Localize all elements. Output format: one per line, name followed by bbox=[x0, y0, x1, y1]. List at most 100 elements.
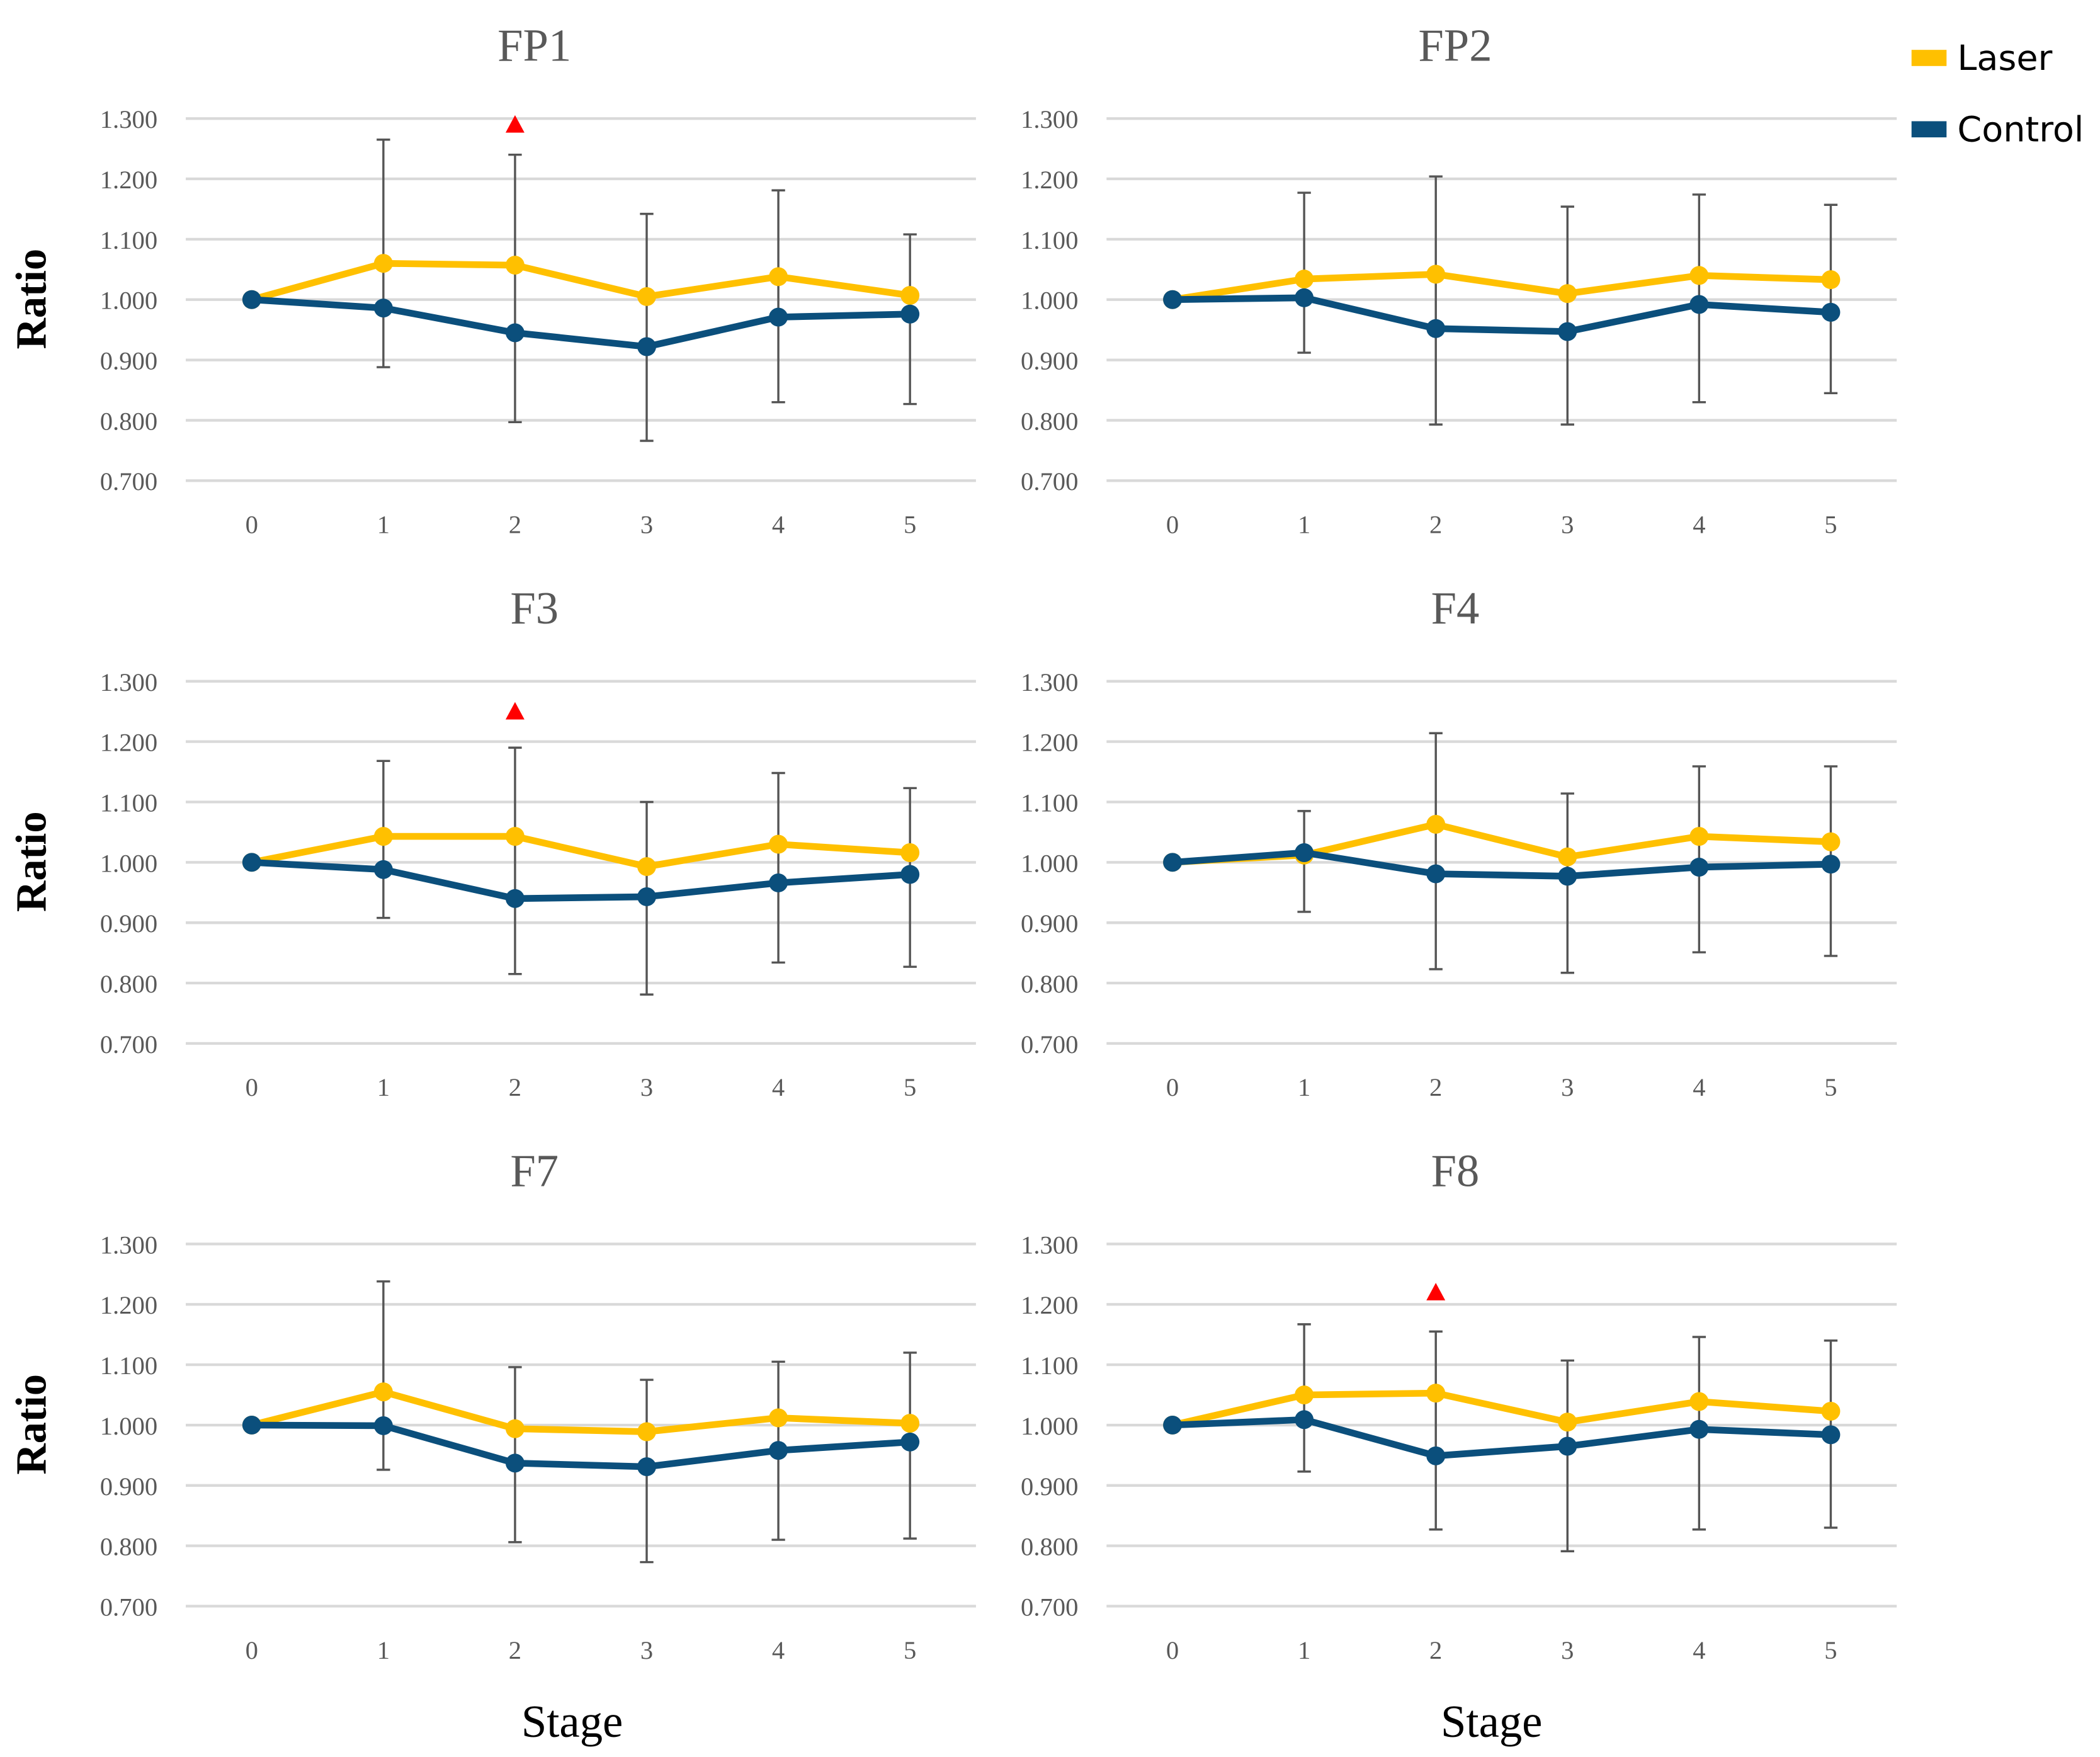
data-point-laser bbox=[373, 254, 393, 273]
x-tick-label: 3 bbox=[640, 1636, 653, 1664]
x-tick-label: 1 bbox=[1298, 511, 1310, 539]
data-point-control bbox=[1295, 843, 1314, 862]
x-tick-label: 3 bbox=[640, 1073, 653, 1101]
y-tick-label: 0.700 bbox=[1021, 1030, 1078, 1059]
data-point-laser bbox=[505, 827, 525, 846]
panel-f8: F8 0.700 0.800 0.900 1.000 1.100 1.200 1.300 0 1 2… bbox=[1021, 1145, 1897, 1664]
x-tick-label: 4 bbox=[1693, 511, 1705, 539]
legend: Laser Control bbox=[1911, 38, 2084, 151]
x-tick-label: 4 bbox=[1693, 1073, 1705, 1101]
x-tick-label: 5 bbox=[904, 1636, 916, 1664]
panel-fp1: FP1 Ratio 0.700 0.800 0.900 1.000 1.100 1.200 1.… bbox=[8, 20, 976, 539]
y-tick-label: 0.800 bbox=[100, 1533, 157, 1561]
data-point-control bbox=[1426, 319, 1446, 338]
y-axis-label: Ratio bbox=[8, 1374, 55, 1475]
data-point-laser bbox=[900, 1414, 920, 1433]
x-tick-label: 4 bbox=[1693, 1636, 1705, 1664]
panel-title: F8 bbox=[1431, 1145, 1480, 1196]
y-tick-label: 0.800 bbox=[1021, 1533, 1078, 1561]
y-tick-label: 1.100 bbox=[1021, 226, 1078, 254]
significance-triangle-icon bbox=[1426, 1283, 1446, 1300]
data-point-control bbox=[505, 889, 525, 908]
y-tick-label: 1.200 bbox=[1021, 729, 1078, 757]
y-tick-label: 0.700 bbox=[1021, 1593, 1078, 1621]
series-line-control bbox=[251, 859, 911, 902]
y-tick-label: 0.700 bbox=[100, 467, 157, 496]
data-point-control bbox=[1558, 867, 1577, 886]
y-tick-label: 0.800 bbox=[1021, 970, 1078, 998]
y-tick-label: 1.200 bbox=[100, 1291, 157, 1319]
series-line-laser bbox=[251, 1388, 911, 1435]
x-tick-label: 3 bbox=[1561, 1073, 1574, 1101]
data-point-control bbox=[1558, 1436, 1577, 1456]
series-line-control bbox=[1172, 849, 1831, 880]
y-tick-label: 1.200 bbox=[1021, 166, 1078, 194]
x-tick-label: 0 bbox=[1166, 1636, 1179, 1664]
y-tick-label: 1.000 bbox=[100, 849, 157, 877]
x-tick-label: 2 bbox=[509, 511, 521, 539]
data-point-control bbox=[769, 307, 788, 327]
y-tick-label: 1.100 bbox=[1021, 1351, 1078, 1380]
x-tick-label: 5 bbox=[1824, 1636, 1837, 1664]
x-tick-label: 1 bbox=[377, 1073, 390, 1101]
x-tick-label: 0 bbox=[246, 1636, 258, 1664]
panel-title: FP1 bbox=[497, 20, 571, 71]
significance-triangle-icon bbox=[505, 115, 525, 133]
data-point-control bbox=[769, 873, 788, 892]
data-point-laser bbox=[900, 843, 920, 862]
legend-swatch-control bbox=[1911, 121, 1947, 138]
data-point-laser bbox=[637, 1422, 656, 1441]
series-line-laser bbox=[1171, 1389, 1831, 1429]
x-tick-label: 1 bbox=[377, 511, 390, 539]
data-point-control bbox=[505, 1453, 525, 1473]
data-point-control bbox=[1426, 1446, 1446, 1465]
data-point-laser bbox=[1295, 1385, 1314, 1404]
panel-f7: F7 Ratio 0.700 0.800 0.900 1.000 1.100 1.200 1.3… bbox=[8, 1145, 976, 1664]
x-tick-label: 1 bbox=[377, 1636, 390, 1664]
y-tick-label: 1.100 bbox=[100, 226, 157, 254]
data-point-laser bbox=[1295, 270, 1314, 289]
y-tick-label: 0.900 bbox=[1021, 909, 1078, 938]
data-point-control bbox=[1821, 1425, 1841, 1445]
data-point-control bbox=[637, 337, 656, 356]
data-point-control bbox=[1558, 322, 1577, 341]
panel-title: FP2 bbox=[1418, 20, 1492, 71]
data-point-laser bbox=[769, 267, 788, 287]
x-tick-label: 2 bbox=[509, 1073, 521, 1101]
data-point-control bbox=[242, 290, 261, 309]
panel-title: F3 bbox=[510, 583, 559, 634]
data-point-control bbox=[1821, 855, 1841, 874]
data-point-laser bbox=[637, 857, 656, 877]
panel-fp2: FP2 0.700 0.800 0.900 1.000 1.100 1.200 1.300 0 1… bbox=[1021, 20, 1897, 539]
panel-f4: F4 0.700 0.800 0.900 1.000 1.100 1.200 1.300 0 1 2… bbox=[1021, 583, 1897, 1101]
significance-triangle-icon bbox=[505, 702, 525, 720]
legend-label-control: Control bbox=[1957, 110, 2084, 151]
y-tick-label: 0.700 bbox=[1021, 467, 1078, 496]
data-point-laser bbox=[373, 827, 393, 846]
data-point-control bbox=[1821, 302, 1841, 322]
data-point-control bbox=[637, 887, 656, 906]
data-point-laser bbox=[769, 834, 788, 854]
x-tick-label: 1 bbox=[1298, 1073, 1310, 1101]
data-point-control bbox=[373, 860, 393, 879]
data-point-laser bbox=[1426, 264, 1446, 284]
series-line-control bbox=[1172, 294, 1831, 335]
data-point-laser bbox=[505, 256, 525, 275]
y-tick-label: 1.300 bbox=[1021, 1231, 1078, 1259]
data-point-laser bbox=[1558, 284, 1577, 304]
x-tick-label: 3 bbox=[1561, 1636, 1574, 1664]
panels: FP1 Ratio 0.700 0.800 0.900 1.000 1.100 1.200 1.… bbox=[8, 20, 1897, 1664]
x-tick-label: 2 bbox=[1429, 511, 1442, 539]
data-point-control bbox=[1163, 290, 1183, 309]
x-tick-label: 0 bbox=[1166, 1073, 1179, 1101]
data-point-control bbox=[900, 304, 920, 324]
series-line-control bbox=[251, 1421, 911, 1470]
y-tick-label: 1.000 bbox=[1021, 287, 1078, 315]
y-tick-label: 1.200 bbox=[1021, 1291, 1078, 1319]
y-tick-label: 0.800 bbox=[100, 970, 157, 998]
x-tick-label: 0 bbox=[246, 1073, 258, 1101]
data-point-laser bbox=[769, 1408, 788, 1428]
x-tick-label: 0 bbox=[246, 511, 258, 539]
